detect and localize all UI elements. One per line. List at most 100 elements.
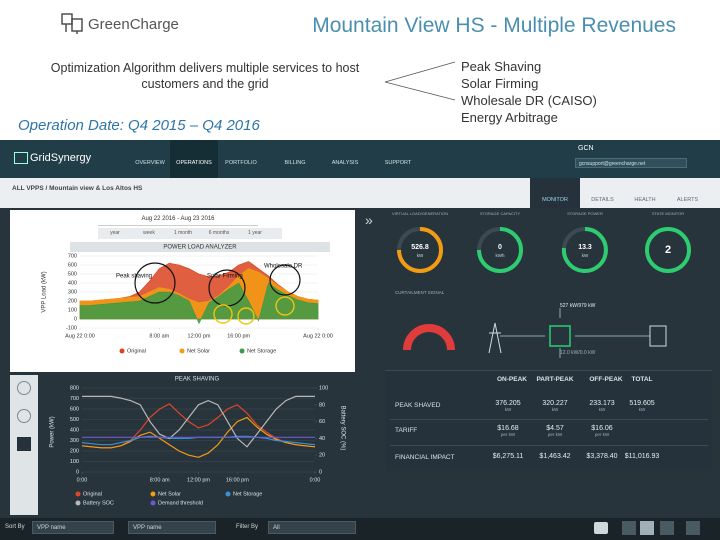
brand: GridSynergy — [30, 152, 92, 164]
x-tick-label: Aug 22 0:00 — [303, 333, 333, 339]
bracket-line — [384, 81, 456, 101]
legend-label: Net Solar — [187, 348, 210, 354]
expand-button[interactable] — [686, 521, 700, 535]
summary: Optimization Algorithm delivers multiple… — [50, 61, 360, 91]
operation-date: Operation Date: Q4 2015 – Q4 2016 — [18, 117, 260, 134]
y-tick-label: 600 — [70, 406, 79, 412]
table-cell: 233.173 kW — [580, 400, 624, 412]
gauge-label: STORAGE CAPACITY — [479, 211, 521, 216]
nav-tab[interactable]: OVERVIEW — [135, 160, 165, 166]
chart-title-band — [70, 242, 330, 252]
table-cell: $4.57 per kW — [533, 425, 577, 437]
grid-node — [488, 322, 502, 354]
storage-node — [549, 325, 571, 347]
annotation-label: Peak shaving — [116, 274, 152, 280]
y-tick-label: 500 — [68, 271, 77, 277]
x-tick-label: 12:00 pm — [188, 333, 211, 339]
y-tick-label: 400 — [68, 280, 77, 286]
peak-chart: PEAK SHAVING Power (kW) Battery SOC (%) … — [50, 377, 346, 507]
y2-tick-label: 60 — [319, 419, 325, 425]
y2-tick-label: 80 — [319, 402, 325, 408]
tool-icon[interactable] — [17, 381, 31, 395]
range-button[interactable]: year — [110, 230, 120, 236]
search-field[interactable]: VPP name — [128, 521, 216, 534]
legend-swatch — [75, 500, 81, 506]
filter-select[interactable]: All — [268, 521, 356, 534]
cell-value: 320.227 — [542, 400, 568, 407]
cell-value: 233.173 — [589, 400, 615, 407]
gauge-value: 526.8 — [411, 244, 429, 251]
annotation-circle — [269, 264, 301, 296]
bracket-line — [384, 61, 456, 83]
flow-label: 527 kW/979 kW — [560, 303, 596, 309]
nav-tab[interactable]: ANALYSIS — [331, 160, 359, 166]
view-tab[interactable]: ALERTS — [676, 197, 699, 203]
x-tick-label: 0:00 — [77, 477, 88, 483]
cell-unit: kW — [551, 407, 559, 412]
gauge-label: STORAGE POWER — [567, 211, 603, 216]
service-item: Wholesale DR (CAISO) — [461, 93, 597, 108]
account-select[interactable]: gcnsupport@greencharge.net — [575, 158, 687, 168]
legend-swatch — [119, 348, 125, 354]
legend-label: Demand threshold — [158, 500, 203, 506]
y-tick-label: 600 — [68, 262, 77, 268]
chart-title: PEAK SHAVING — [175, 377, 220, 383]
annotation-label: Wholesale DR — [264, 264, 303, 270]
annotation-label: Solar Firming — [207, 274, 243, 280]
tool-icon[interactable] — [17, 437, 31, 451]
x-tick-label: 0:00 — [310, 477, 321, 483]
breadcrumb-bar — [0, 178, 720, 208]
y-tick-label: 700 — [70, 396, 79, 402]
nav-tab[interactable]: PORTFOLIO — [225, 160, 257, 166]
gauge-label: STATE MONITOR — [651, 211, 685, 216]
range-button[interactable]: 1 year — [248, 230, 262, 236]
camera-button[interactable] — [594, 522, 608, 534]
gauge-unit: kW — [416, 253, 424, 258]
flow-lines — [500, 308, 650, 358]
view-tab[interactable]: HEALTH — [634, 197, 656, 203]
nav-tab[interactable]: BILLING — [284, 160, 306, 166]
column-header: OFF-PEAK — [589, 376, 623, 383]
view-tab[interactable]: DETAILS — [591, 197, 614, 203]
range-button[interactable]: week — [143, 230, 155, 236]
y-tick-label: 100 — [68, 307, 77, 313]
active-tab-bg — [170, 140, 218, 178]
annotation-circle — [275, 296, 295, 316]
annotation-circle — [213, 304, 233, 324]
table-cell: $16.68 per kW — [486, 425, 530, 437]
service-list: Peak Shaving Solar Firming Wholesale DR … — [461, 58, 597, 126]
legend-label: Net Storage — [247, 348, 276, 354]
nav-tab[interactable]: OPERATIONS — [176, 160, 212, 166]
list-view-button[interactable] — [640, 521, 654, 535]
y-tick-label: -100 — [66, 325, 77, 331]
collapse-icon[interactable]: » — [365, 212, 373, 228]
cell-value: 519.605 — [629, 400, 655, 407]
tool-icon[interactable] — [17, 409, 31, 423]
cell-value: $16.06 — [591, 425, 613, 432]
grid-view-button[interactable] — [622, 521, 636, 535]
filter-label: Filter By — [236, 524, 259, 530]
legend-swatch — [225, 491, 231, 497]
curtailment-gauge — [403, 324, 455, 351]
view-tab[interactable]: MONITOR — [530, 178, 580, 208]
column-header: TOTAL — [631, 376, 653, 383]
range-button[interactable]: 6 months — [208, 230, 230, 236]
table-cell: $11,016.93 — [624, 453, 660, 460]
y-tick-label: 700 — [68, 253, 77, 259]
gauge-unit: kWh — [495, 253, 505, 258]
y-axis-label: VPP Load (kW) — [42, 271, 48, 312]
range-button[interactable]: 1 month — [173, 230, 193, 236]
logo-icon — [61, 13, 83, 34]
date-picker[interactable]: Aug 22 2016 - Aug 23 2016 — [98, 213, 258, 226]
table-view-button[interactable] — [660, 521, 674, 535]
nav-tab[interactable]: SUPPORT — [384, 160, 412, 166]
cell-unit: per kW — [547, 432, 563, 437]
legend-label: Net Storage — [233, 491, 262, 497]
row-label: TARIFF — [395, 427, 418, 434]
table-cell: $6,275.11 — [492, 453, 524, 460]
legend-swatch — [239, 348, 245, 354]
x-tick-label: 16:00 pm — [226, 477, 249, 483]
sort-select[interactable]: VPP name — [32, 521, 114, 534]
cell-unit: kW — [638, 407, 646, 412]
logo-text: GreenCharge — [88, 16, 179, 33]
